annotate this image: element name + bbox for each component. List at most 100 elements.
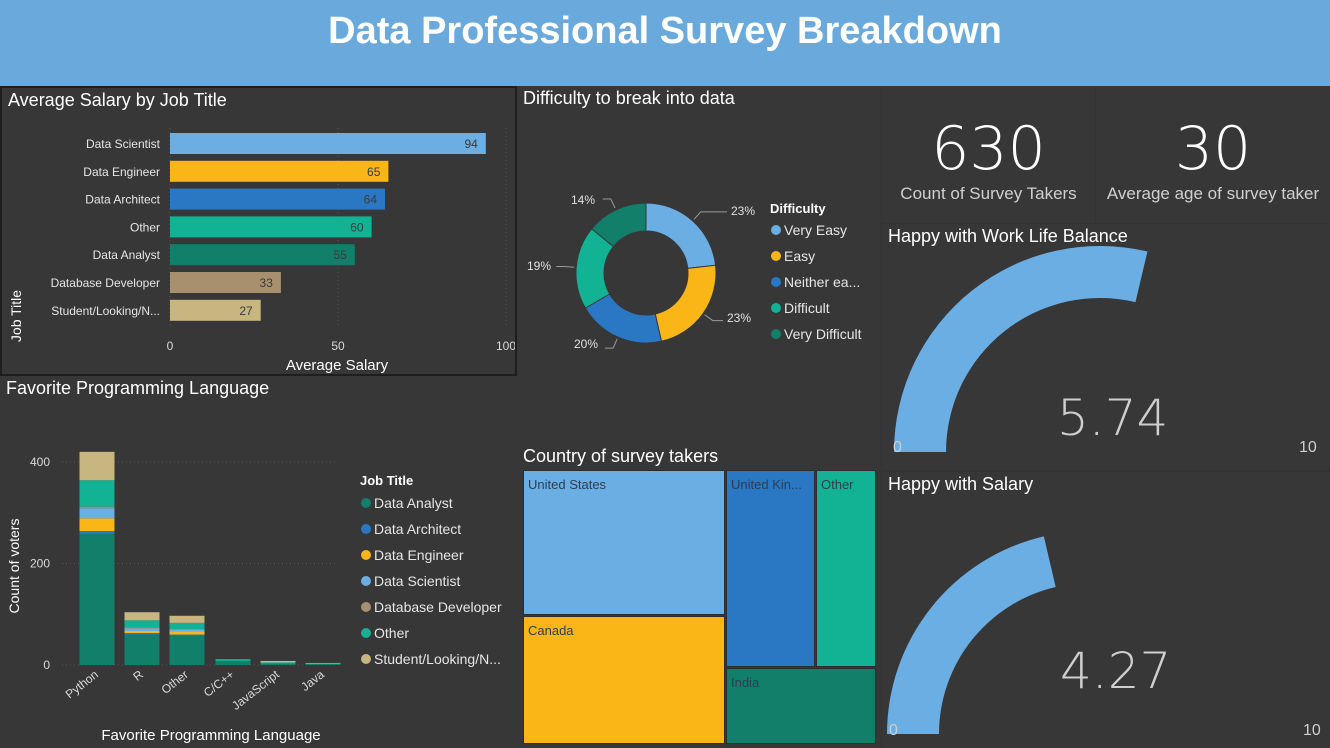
leader-line (605, 338, 618, 349)
treemap-label: Other (821, 477, 854, 492)
legend-title: Difficulty (770, 201, 826, 216)
treemap-label: United States (528, 477, 607, 492)
legend-marker (361, 524, 371, 534)
header-banner: Data Professional Survey Breakdown (0, 0, 1330, 86)
legend-marker (361, 498, 371, 508)
data-label: 60 (350, 220, 364, 234)
difficulty-panel[interactable]: Difficulty to break into data 23% 23% 20% 1… (517, 86, 881, 444)
happy-salary-panel[interactable]: Happy with Salary 4.27 0 10 (882, 472, 1330, 748)
y-axis-title: Count of voters (6, 519, 22, 614)
category-label: Data Analyst (93, 248, 161, 262)
stacked-bar-segment (124, 630, 160, 634)
percent-label: 14% (571, 193, 595, 207)
category-label: Data Architect (85, 193, 160, 207)
y-tick-label: 0 (43, 658, 50, 672)
data-label: 64 (364, 193, 378, 207)
stacked-bar-segment (124, 627, 160, 629)
work-life-min: 0 (893, 439, 902, 456)
legend-title: Job Title (360, 473, 413, 488)
treemap-united-kingdom[interactable]: United Kin... (726, 470, 815, 667)
work-life-value: 5.74 (1057, 389, 1169, 447)
legend-marker (771, 303, 781, 313)
stacked-bar-segment (124, 633, 160, 635)
happy-salary-title: Happy with Salary (888, 474, 1034, 494)
percent-label: 23% (727, 311, 751, 325)
stacked-bar-segment (124, 634, 160, 665)
language-title: Favorite Programming Language (6, 378, 270, 398)
count-card[interactable]: 630 Count of Survey Takers (882, 86, 1095, 223)
legend-marker (771, 225, 781, 235)
donut-slice (590, 202, 647, 248)
age-card[interactable]: 30 Average age of survey taker (1096, 86, 1330, 223)
language-chart: 0 200 400 Python R Other C/C++JavaScript Java Fa… (6, 451, 502, 744)
x-tick-label: C/C++ (201, 667, 237, 699)
legend-marker (361, 550, 371, 560)
category-label: Database Developer (51, 276, 160, 290)
leader-line (556, 266, 575, 268)
leader-line (704, 314, 723, 322)
bar (170, 272, 281, 293)
salary-panel[interactable]: Average Salary by Job Title 0 50 100 94 Data… (0, 86, 517, 376)
legend-label: Difficult (784, 300, 830, 316)
stacked-bar-segment (169, 628, 205, 630)
stacked-bar-segment (124, 612, 160, 621)
country-panel[interactable]: Country of survey takers United States C… (517, 444, 881, 748)
work-life-gauge (894, 245, 1148, 452)
salary-title: Average Salary by Job Title (8, 90, 227, 110)
category-label: Student/Looking/N... (51, 304, 160, 318)
x-tick-label: Java (298, 667, 327, 694)
y-axis-title: Job Title (8, 290, 24, 342)
age-value: 30 (1174, 114, 1252, 184)
stacked-bar-segment (260, 660, 296, 663)
country-title: Country of survey takers (523, 446, 719, 466)
category-label: Other (130, 220, 160, 234)
x-tick-label: 0 (167, 339, 174, 353)
count-label: Count of Survey Takers (900, 184, 1077, 203)
legend-marker (771, 329, 781, 339)
data-label: 55 (333, 248, 347, 262)
x-tick-label: Other (159, 667, 191, 697)
bar (170, 160, 389, 182)
legend-label: Data Architect (374, 521, 461, 537)
treemap-label: Canada (528, 623, 574, 638)
treemap-other[interactable]: Other (816, 470, 876, 667)
legend-label: Data Analyst (374, 495, 453, 511)
stacked-bar-segment (79, 480, 115, 507)
stacked-bar-segment (79, 531, 115, 535)
gauge-fill (894, 245, 1148, 452)
bar (170, 133, 486, 154)
leader-line (602, 198, 616, 209)
work-life-max: 10 (1299, 439, 1317, 456)
difficulty-donut-chart: 23% 23% 20% 19% 14% Difficulty Very Easy Easy Ne… (527, 193, 862, 351)
percent-label: 20% (574, 337, 598, 351)
bar (170, 244, 355, 266)
treemap-india[interactable]: India (726, 668, 876, 744)
stacked-bar-segment (79, 508, 115, 519)
stacked-bar-segment (169, 629, 205, 632)
legend-marker (771, 251, 781, 261)
work-life-panel[interactable]: Happy with Work Life Balance 5.74 0 10 (882, 224, 1330, 470)
leader-line (693, 211, 727, 220)
stacked-bar-segment (124, 628, 160, 631)
stacked-bar-segment (169, 635, 205, 665)
data-label: 65 (367, 165, 381, 179)
y-tick-label: 200 (30, 557, 50, 571)
age-label: Average age of survey taker (1106, 184, 1320, 203)
donut-slice (654, 264, 717, 342)
donut-slice (645, 202, 717, 269)
treemap-label: United Kin... (731, 477, 802, 492)
difficulty-title: Difficulty to break into data (523, 88, 735, 108)
bar (170, 299, 261, 321)
language-panel[interactable]: Favorite Programming Language 0 200 400 Pyt… (0, 376, 517, 748)
percent-label: 19% (527, 259, 551, 273)
legend-label: Data Engineer (374, 547, 464, 563)
category-label: Data Scientist (86, 137, 161, 151)
stacked-bar-segment (169, 622, 205, 629)
treemap-canada[interactable]: Canada (523, 616, 725, 744)
legend-label: Data Scientist (374, 573, 460, 589)
stacked-bar-segment (215, 659, 251, 661)
happy-salary-value: 4.27 (1060, 642, 1172, 700)
data-label: 33 (260, 276, 274, 290)
legend-label: Easy (784, 248, 815, 264)
treemap-united-states[interactable]: United States (523, 470, 725, 615)
